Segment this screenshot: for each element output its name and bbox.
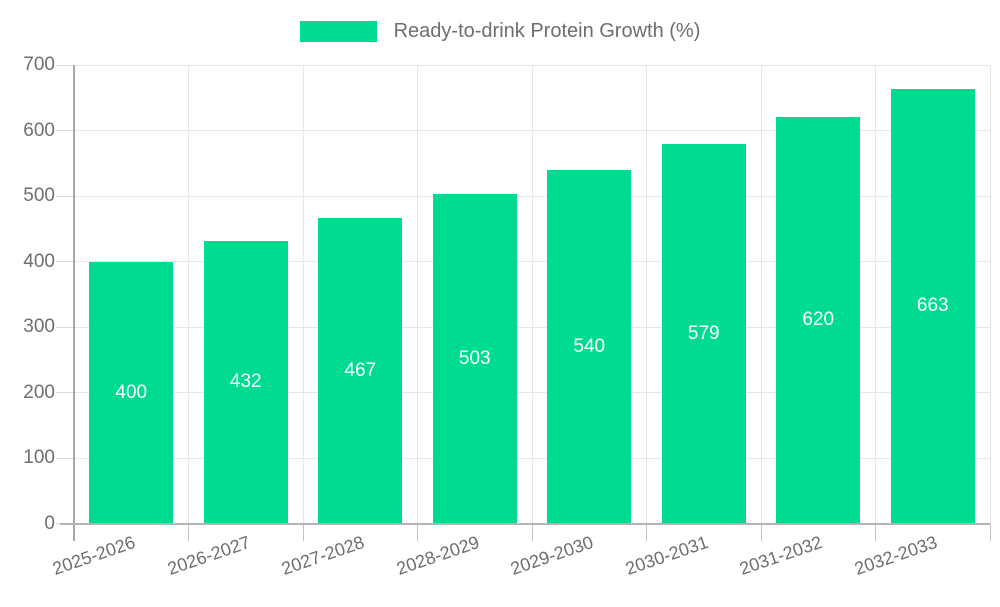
x-axis-tick (760, 523, 762, 541)
gridline-vertical (760, 65, 762, 524)
y-axis-tick-label: 200 (23, 381, 55, 403)
bar-2032-2033[interactable] (890, 89, 975, 524)
legend[interactable]: Ready-to-drink Protein Growth (%) (0, 20, 1000, 43)
bar-2025-2026[interactable] (89, 261, 174, 524)
y-axis-tick-label: 300 (23, 316, 55, 337)
legend-swatch-icon[interactable] (299, 21, 377, 42)
y-axis-tick (56, 392, 74, 393)
x-axis-tick (875, 523, 876, 541)
y-axis-tick (56, 64, 74, 66)
y-axis-tick (56, 261, 74, 262)
y-axis-tick (56, 130, 74, 131)
y-axis-line (73, 65, 75, 541)
gridline-vertical (188, 65, 189, 524)
bar-2031-2032[interactable] (776, 117, 861, 524)
bar-2029-2030[interactable] (547, 169, 632, 524)
gridline-vertical (531, 65, 533, 524)
bar-2030-2031[interactable] (661, 144, 746, 524)
gridline-vertical (875, 65, 876, 524)
gridline-vertical (646, 65, 647, 524)
bar-2027-2028[interactable] (318, 217, 403, 524)
x-axis-tick (531, 523, 533, 541)
x-axis-tick (989, 523, 991, 541)
bar-2028-2029[interactable] (432, 194, 517, 524)
y-axis-tick-label: 0 (44, 512, 55, 534)
y-axis-tick-label: 100 (23, 447, 55, 468)
y-axis-tick (56, 326, 74, 328)
gridline-vertical (989, 65, 991, 524)
x-axis-tick (188, 523, 189, 541)
y-axis-tick (56, 195, 74, 197)
x-axis-tick (302, 523, 304, 541)
gridline-vertical (302, 65, 304, 524)
y-axis-tick-label: 600 (23, 119, 55, 141)
y-axis-tick-label: 400 (23, 250, 55, 272)
bar-2026-2027[interactable] (203, 240, 288, 524)
gridline-vertical (417, 65, 418, 524)
legend-label[interactable]: Ready-to-drink Protein Growth (%) (393, 20, 701, 42)
y-axis-tick-label: 500 (23, 185, 55, 206)
y-axis-tick (56, 457, 74, 459)
y-axis-tick-label: 700 (23, 54, 55, 75)
x-axis-line (60, 523, 990, 525)
x-axis-tick (417, 523, 418, 541)
x-axis-tick (646, 523, 647, 541)
